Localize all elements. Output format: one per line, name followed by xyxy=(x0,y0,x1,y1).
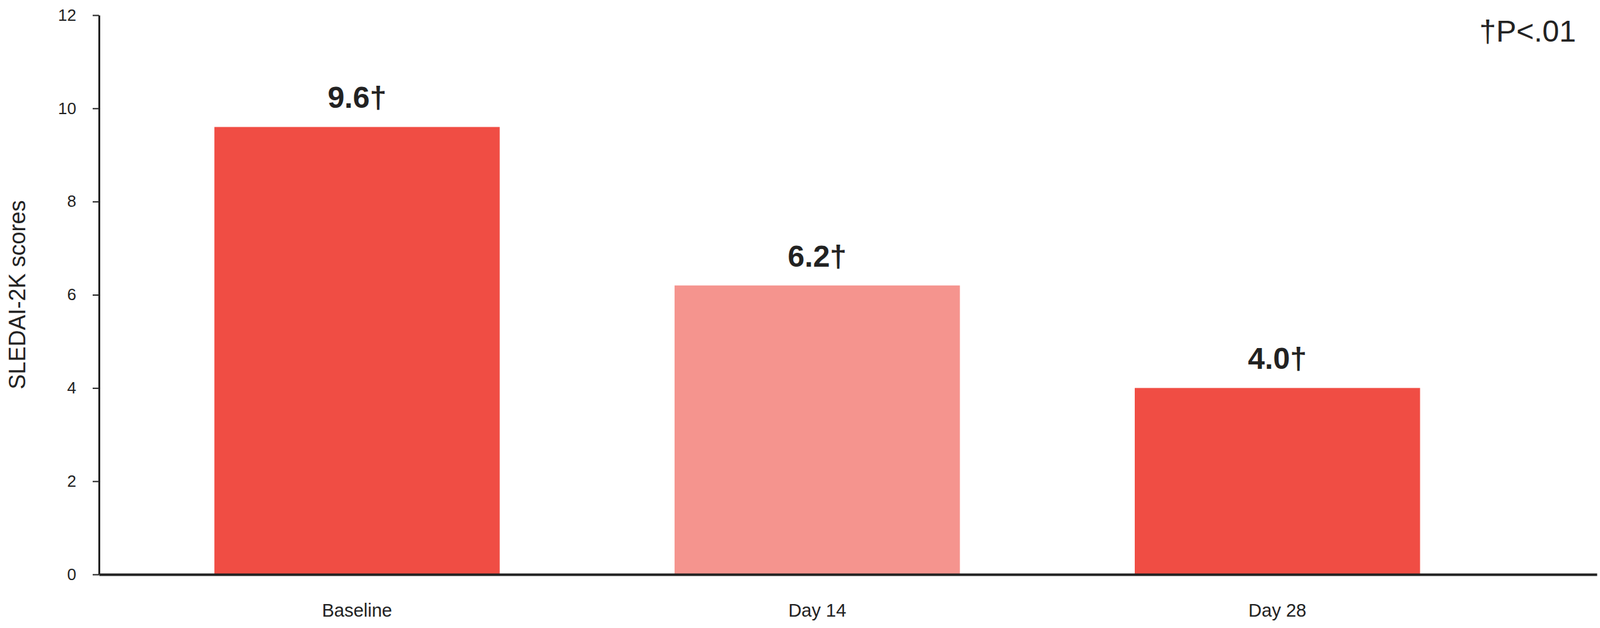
bar xyxy=(214,126,500,575)
y-tick: 10 xyxy=(57,98,99,118)
y-tick-mark xyxy=(92,107,99,110)
data-label: 9.6† xyxy=(327,80,387,115)
y-tick-mark xyxy=(92,574,99,576)
y-tick: 0 xyxy=(67,564,99,584)
y-tick-label: 6 xyxy=(67,284,77,304)
bar xyxy=(1134,387,1421,575)
x-tick-label: Day 14 xyxy=(788,600,847,621)
annotation: †P<.01 xyxy=(1479,14,1577,48)
data-labels: 9.6† 6.2† 4.0† xyxy=(327,80,1307,376)
y-tick-label: 12 xyxy=(57,5,77,25)
data-label: 6.2† xyxy=(788,239,847,273)
y-tick-label: 4 xyxy=(67,378,77,398)
y-tick-mark xyxy=(92,481,99,483)
y-axis-title: SLEDAI-2K scores xyxy=(4,199,31,389)
x-axis: Baseline Day 14 Day 28 xyxy=(99,574,1598,621)
y-tick-mark xyxy=(92,15,99,17)
chart: 0 2 4 6 8 10 12 Baseline Day 14 Day 28 SLEDAI-2K s… xyxy=(0,0,1600,628)
y-tick-label: 10 xyxy=(57,98,77,118)
y-tick-label: 8 xyxy=(67,191,77,211)
y-tick-mark xyxy=(92,387,99,389)
y-tick: 8 xyxy=(67,191,99,211)
y-tick: 2 xyxy=(67,471,99,491)
y-axis: 0 2 4 6 8 10 12 xyxy=(57,5,99,584)
bar xyxy=(674,285,961,575)
y-tick-mark xyxy=(92,294,99,296)
y-tick: 4 xyxy=(67,378,99,398)
y-tick: 12 xyxy=(57,5,99,25)
bars xyxy=(214,126,1420,575)
y-tick-mark xyxy=(92,201,99,203)
y-tick-label: 2 xyxy=(67,471,77,491)
x-tick-label: Baseline xyxy=(322,600,393,621)
y-tick-label: 0 xyxy=(67,564,77,584)
x-axis-line xyxy=(99,573,1598,577)
x-tick: Day 14 xyxy=(788,600,847,621)
x-tick: Baseline xyxy=(322,600,393,621)
x-tick: Day 28 xyxy=(1248,600,1307,621)
x-tick-label: Day 28 xyxy=(1248,600,1307,621)
y-tick: 6 xyxy=(67,284,99,304)
data-label: 4.0† xyxy=(1248,341,1307,376)
